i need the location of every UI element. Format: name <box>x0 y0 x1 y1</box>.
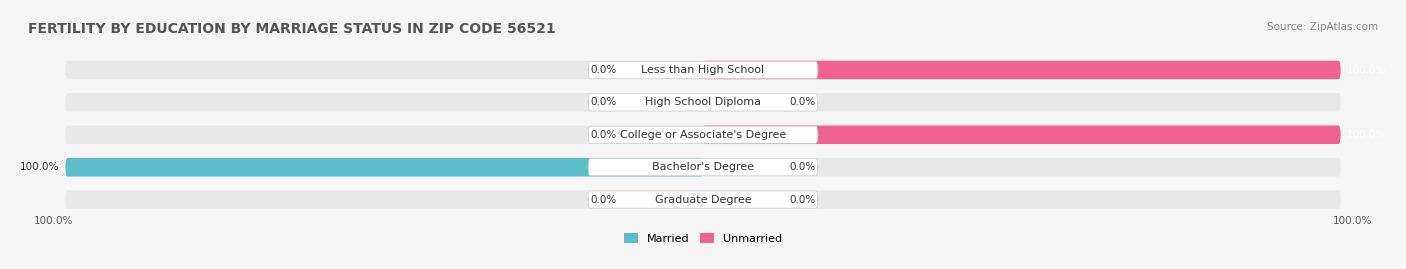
Text: Graduate Degree: Graduate Degree <box>655 194 751 205</box>
Text: FERTILITY BY EDUCATION BY MARRIAGE STATUS IN ZIP CODE 56521: FERTILITY BY EDUCATION BY MARRIAGE STATU… <box>28 22 555 36</box>
FancyBboxPatch shape <box>588 126 818 143</box>
Text: Bachelor's Degree: Bachelor's Degree <box>652 162 754 172</box>
Text: 0.0%: 0.0% <box>591 97 617 107</box>
Text: 100.0%: 100.0% <box>20 162 59 172</box>
FancyBboxPatch shape <box>588 94 818 111</box>
FancyBboxPatch shape <box>66 61 1340 79</box>
Text: 0.0%: 0.0% <box>591 130 617 140</box>
Text: 100.0%: 100.0% <box>1333 216 1372 226</box>
FancyBboxPatch shape <box>706 192 783 207</box>
Text: College or Associate's Degree: College or Associate's Degree <box>620 130 786 140</box>
FancyBboxPatch shape <box>66 126 1340 144</box>
FancyBboxPatch shape <box>66 158 1340 176</box>
Text: 0.0%: 0.0% <box>789 162 815 172</box>
Text: 100.0%: 100.0% <box>1347 130 1386 140</box>
Text: 0.0%: 0.0% <box>591 194 617 205</box>
Text: 0.0%: 0.0% <box>591 65 617 75</box>
Legend: Married, Unmarried: Married, Unmarried <box>620 229 786 248</box>
Text: 100.0%: 100.0% <box>1347 65 1386 75</box>
FancyBboxPatch shape <box>66 158 703 176</box>
FancyBboxPatch shape <box>706 159 783 175</box>
FancyBboxPatch shape <box>623 62 700 78</box>
FancyBboxPatch shape <box>623 94 700 110</box>
FancyBboxPatch shape <box>588 61 818 79</box>
Text: 0.0%: 0.0% <box>789 194 815 205</box>
FancyBboxPatch shape <box>588 159 818 176</box>
FancyBboxPatch shape <box>588 191 818 208</box>
FancyBboxPatch shape <box>703 61 1340 79</box>
Text: 100.0%: 100.0% <box>34 216 73 226</box>
Text: 0.0%: 0.0% <box>789 97 815 107</box>
Text: Source: ZipAtlas.com: Source: ZipAtlas.com <box>1267 22 1378 31</box>
FancyBboxPatch shape <box>66 93 1340 112</box>
FancyBboxPatch shape <box>66 190 1340 209</box>
FancyBboxPatch shape <box>706 94 783 110</box>
FancyBboxPatch shape <box>623 192 700 207</box>
FancyBboxPatch shape <box>623 127 700 143</box>
Text: Less than High School: Less than High School <box>641 65 765 75</box>
FancyBboxPatch shape <box>703 126 1340 144</box>
Text: High School Diploma: High School Diploma <box>645 97 761 107</box>
